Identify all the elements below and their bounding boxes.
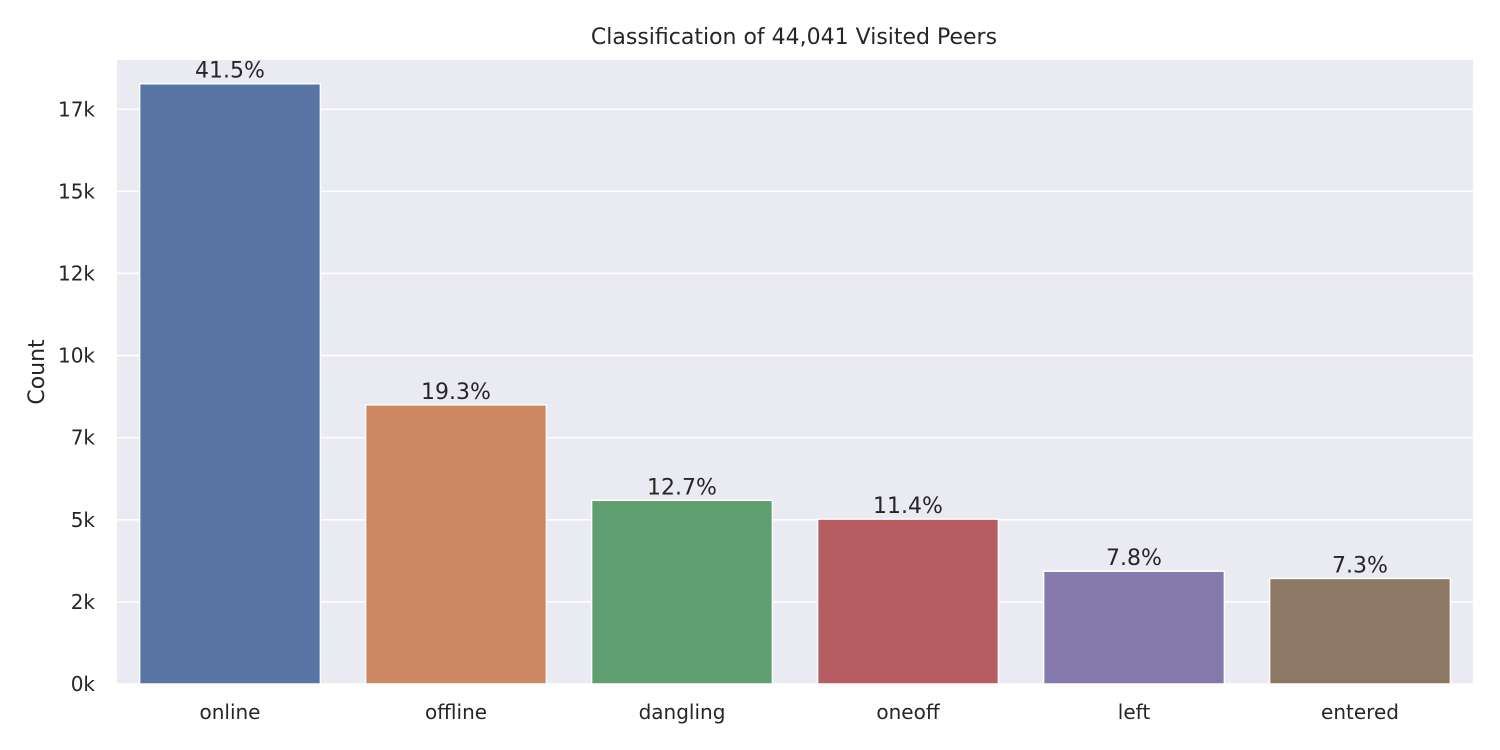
y-axis-label: Count	[25, 339, 50, 405]
bar-oneoff	[816, 518, 1000, 685]
x-tick-label: offline	[425, 700, 487, 724]
bar-offline	[364, 404, 548, 685]
y-tick-label: 17k	[58, 97, 95, 121]
y-tick-label: 5k	[71, 508, 96, 532]
x-tick-label: online	[199, 700, 260, 724]
x-tick-label: dangling	[639, 700, 726, 724]
data-label: 7.3%	[1332, 553, 1388, 578]
data-label: 19.3%	[421, 380, 491, 405]
bar-entered	[1268, 577, 1452, 685]
x-axis-ticks: online offline dangling oneoff left entered	[199, 700, 1398, 724]
bar-online	[138, 82, 322, 685]
y-tick-label: 7k	[71, 426, 96, 450]
bars	[138, 82, 1452, 685]
chart-title: Classification of 44,041 Visited Peers	[591, 25, 997, 50]
plot-area	[117, 60, 1473, 684]
data-label: 11.4%	[873, 494, 943, 519]
bar-dangling	[590, 499, 774, 685]
x-tick-label: oneoff	[876, 700, 940, 724]
data-labels: 41.5% 19.3% 12.7% 11.4% 7.8% 7.3%	[195, 59, 1388, 579]
y-tick-label: 15k	[58, 179, 95, 203]
x-tick-label: entered	[1321, 700, 1399, 724]
y-tick-label: 10k	[58, 344, 95, 368]
data-label: 7.8%	[1106, 546, 1162, 571]
x-tick-label: left	[1118, 700, 1151, 724]
data-label: 12.7%	[647, 475, 717, 500]
gridlines	[117, 108, 1473, 685]
data-label: 41.5%	[195, 59, 265, 84]
y-tick-label: 12k	[58, 261, 95, 285]
y-axis-ticks: 0k 2k 5k 7k 10k 12k 15k 17k	[58, 97, 95, 696]
bar-left	[1042, 570, 1226, 685]
y-tick-label: 2k	[71, 590, 96, 614]
y-tick-label: 0k	[71, 672, 96, 696]
